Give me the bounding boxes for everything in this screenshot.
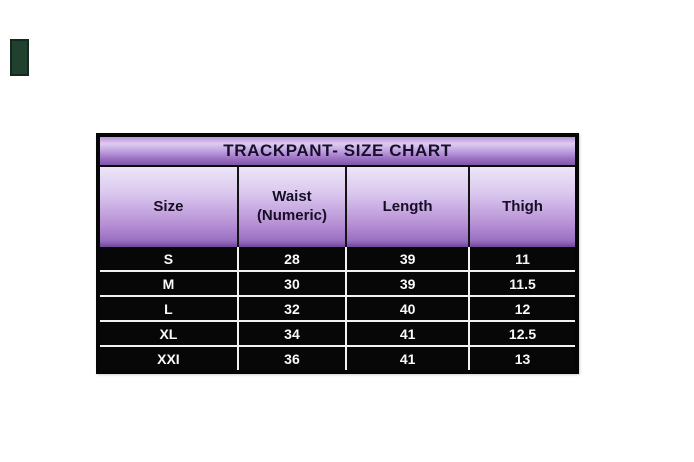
waist-cell: 30 [236, 272, 345, 295]
waist-cell: 32 [236, 297, 345, 320]
table-row: M 30 39 11.5 [100, 270, 575, 295]
size-cell: S [163, 250, 174, 267]
table-title: TRACKPANT- SIZE CHART [223, 141, 452, 160]
table-row: XXI 36 41 13 [100, 345, 575, 370]
size-cell: XL [159, 325, 178, 342]
table-row: S 28 39 11 [100, 247, 575, 270]
length-cell: 39 [345, 272, 468, 295]
length-cell: 40 [345, 297, 468, 320]
table-row: L 32 40 12 [100, 295, 575, 320]
size-cell: XXI [157, 350, 180, 367]
table-body: S 28 39 11 M 30 39 11.5 L 32 40 12 XL 34… [100, 247, 575, 370]
size-cell: M [162, 275, 175, 292]
size-chart-table: TRACKPANT- SIZE CHART Size Waist (Numeri… [96, 133, 579, 374]
length-cell: 41 [345, 322, 468, 345]
length-cell: 39 [345, 247, 468, 270]
column-header-length: Length [345, 167, 468, 247]
table-row: XL 34 41 12.5 [100, 320, 575, 345]
column-header-thigh: Thigh [468, 167, 575, 247]
size-cell: L [164, 300, 173, 317]
waist-cell: 36 [236, 347, 345, 370]
length-cell: 41 [345, 347, 468, 370]
waist-cell: 34 [236, 322, 345, 345]
table-title-bar: TRACKPANT- SIZE CHART [100, 137, 575, 167]
thigh-cell: 11.5 [468, 272, 575, 295]
thigh-cell: 12 [468, 297, 575, 320]
thigh-cell: 11 [468, 247, 575, 270]
thigh-cell: 13 [468, 347, 575, 370]
table-header-row: Size Waist (Numeric) Length Thigh [100, 167, 575, 247]
column-header-size: Size [153, 197, 184, 215]
thigh-cell: 12.5 [468, 322, 575, 345]
waist-cell: 28 [236, 247, 345, 270]
column-header-waist: Waist (Numeric) [236, 167, 345, 247]
stray-dark-rectangle [10, 39, 29, 76]
